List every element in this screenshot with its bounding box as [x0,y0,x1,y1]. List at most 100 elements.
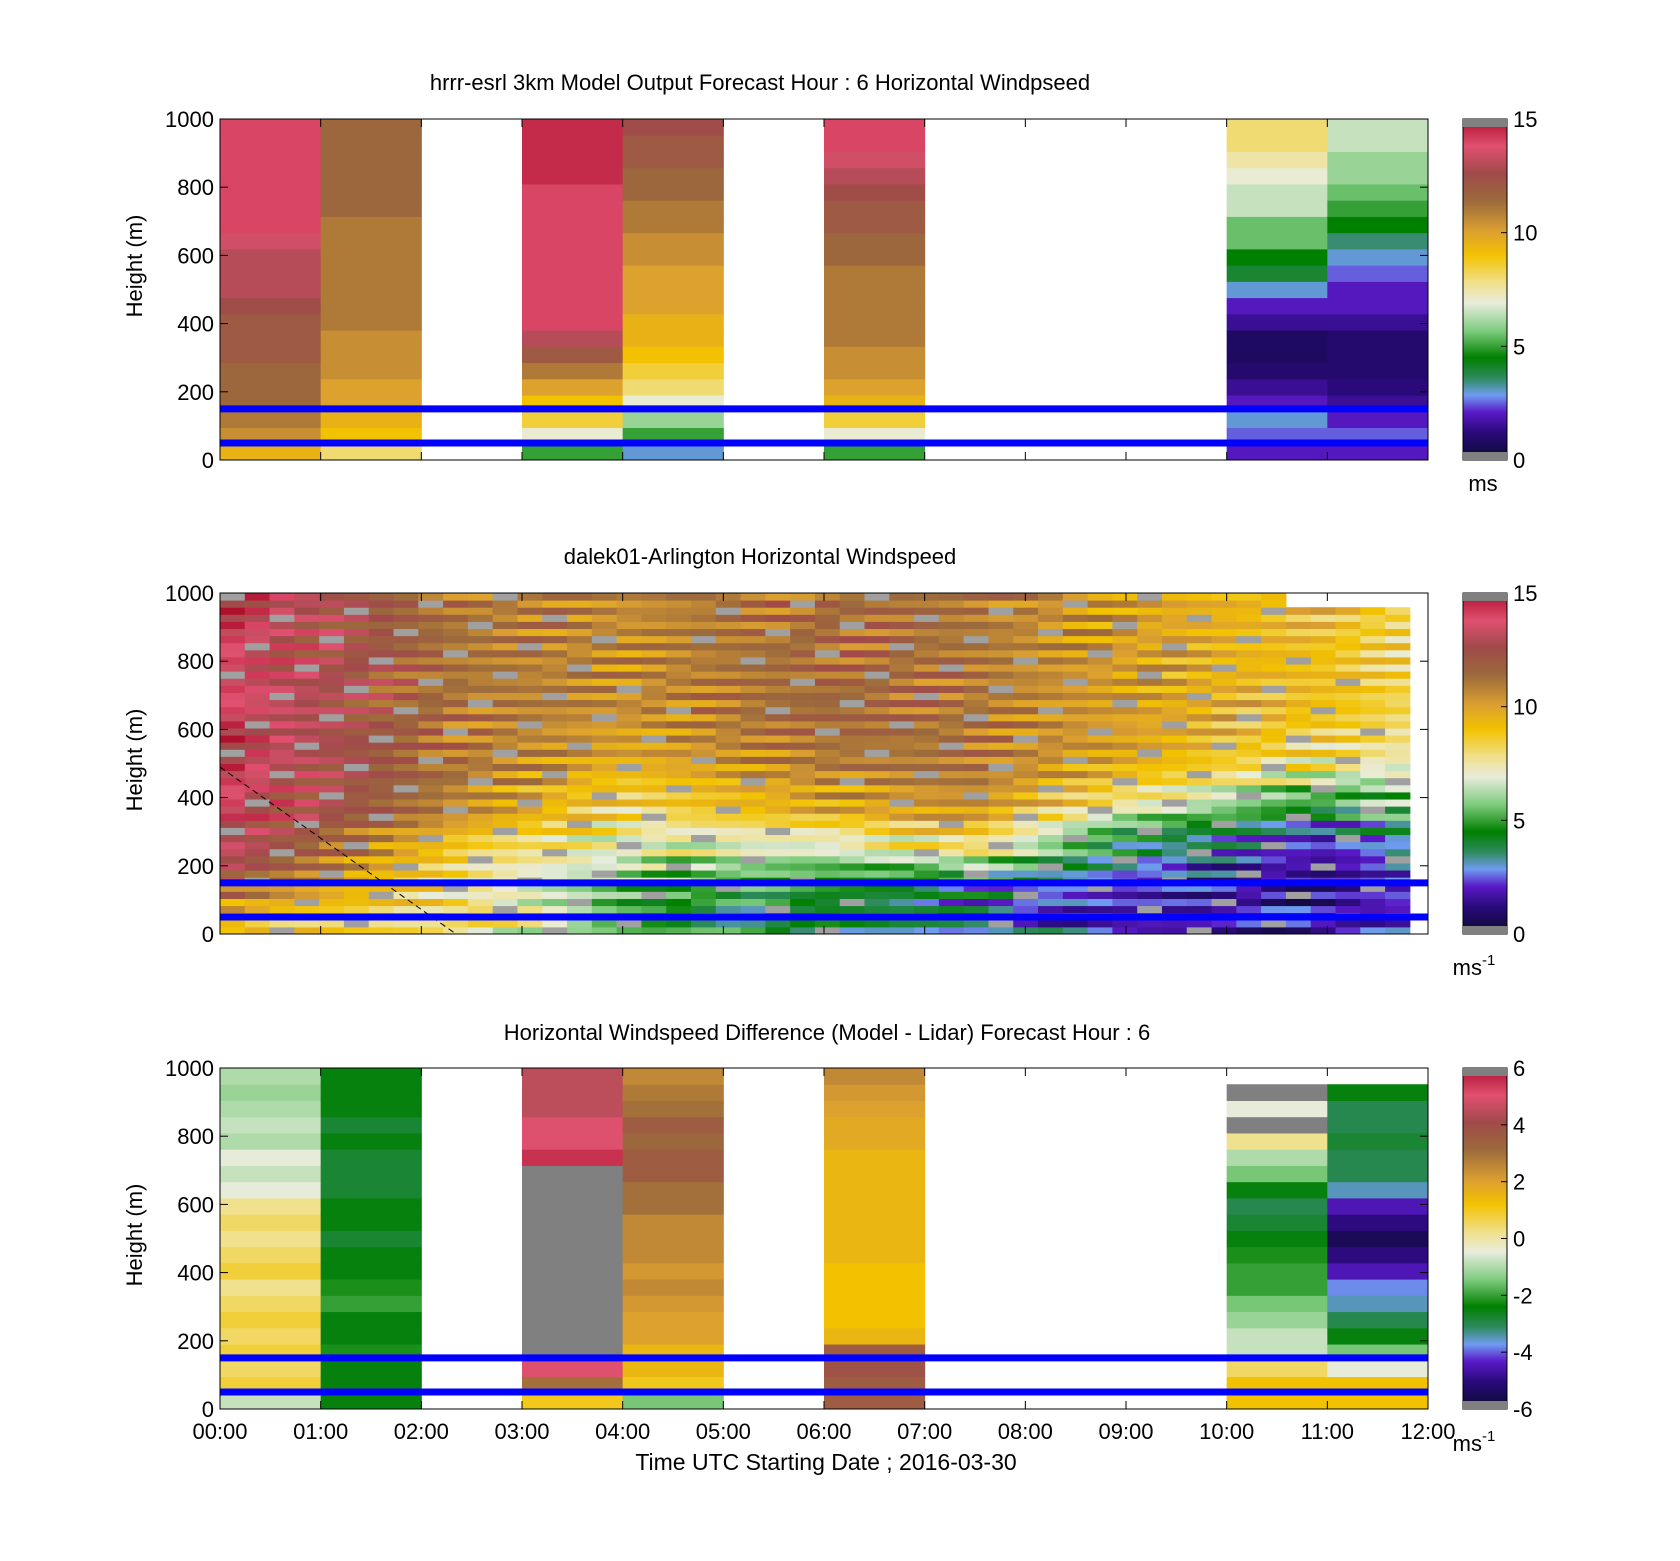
heatmap-cell [1226,1327,1328,1345]
heatmap-cell [443,664,469,672]
heatmap-cell [244,898,271,907]
heatmap-cell [616,656,642,665]
heatmap-cell [467,806,494,814]
heatmap-cell [1137,600,1163,608]
heatmap-cell [244,791,271,800]
heatmap-cell [1137,664,1163,672]
heatmap-cell [690,671,717,679]
heatmap-cell [492,749,518,757]
heatmap-cell [666,799,692,807]
heatmap-cell [1087,692,1113,701]
heatmap-cell [517,827,543,836]
heatmap-cell [963,926,989,935]
heatmap-cell [1360,848,1386,857]
heatmap-cell [343,806,370,814]
heatmap-cell [839,827,866,836]
heatmap-cell [1112,777,1138,786]
colorbar-tick-label: 0 [1513,448,1525,473]
heatmap-cell [914,784,940,793]
heatmap-cell [319,735,345,743]
heatmap-cell [1137,891,1163,899]
heatmap-cell [1335,656,1361,665]
heatmap-cell [1013,791,1039,800]
heatmap-cell [220,607,246,615]
heatmap-cell [343,799,370,807]
heatmap-cell [839,841,866,850]
colorbar-over-swatch [1463,593,1507,601]
heatmap-cell [467,926,494,935]
heatmap-cell [1335,628,1361,637]
heatmap-cell [343,862,370,871]
heatmap-cell [889,777,915,786]
heatmap-cell [320,1295,422,1313]
colorbar-tick-label: 0 [1513,1227,1525,1252]
heatmap-cell [790,642,816,651]
heatmap-cell [622,265,724,282]
heatmap-cell [864,834,890,843]
heatmap-cell [567,855,593,864]
heatmap-cell [666,813,692,821]
heatmap-cell [666,806,692,814]
heatmap-cell [393,706,419,715]
heatmap-cell [320,1084,422,1101]
heatmap-cell [715,834,742,843]
heatmap-cell [522,1116,624,1134]
heatmap-cell [1335,820,1361,828]
heatmap-cell [244,870,271,878]
heatmap-cell [567,763,593,772]
heatmap-cell [269,919,295,928]
heatmap-cell [864,735,890,743]
heatmap-cell [1236,870,1262,878]
heatmap-cell [824,346,926,364]
heatmap-cell [443,600,469,608]
heatmap-cell [1137,727,1163,736]
heatmap-cell [963,905,989,914]
heatmap-cell [622,1311,724,1329]
heatmap-cell [320,1246,422,1264]
heatmap-cell [567,628,593,637]
heatmap-cell [1385,713,1411,722]
heatmap-cell [542,593,568,601]
heatmap-cell [319,905,345,914]
heatmap-cell [1211,642,1237,651]
heatmap-cell [963,699,989,708]
heatmap-cell [1360,891,1386,899]
heatmap-cell [467,607,494,615]
heatmap-cell [244,926,271,935]
heatmap-cell [393,919,419,928]
heatmap-cell [988,919,1014,928]
heatmap-cell [1038,841,1064,850]
heatmap-cell [1327,1132,1429,1150]
heatmap-cell [220,1068,322,1085]
heatmap-cell [1137,848,1163,857]
heatmap-cell [988,607,1014,615]
heatmap-cell [1285,777,1312,786]
heatmap-cell [1137,699,1163,708]
heatmap-cell [765,706,791,715]
heatmap-cell [1112,742,1138,750]
heatmap-cell [1327,1246,1429,1264]
heatmap-cell [343,834,370,843]
heatmap-cell [988,621,1014,630]
heatmap-cell [591,706,618,715]
heatmap-cell [1335,614,1361,622]
heatmap-cell [522,1279,624,1296]
heatmap-cell [269,699,295,708]
heatmap-cell [790,791,816,800]
heatmap-cell [963,855,989,864]
heatmap-cell [220,720,246,729]
heatmap-cell [1310,735,1337,743]
heatmap-cell [343,614,370,622]
heatmap-cell [690,742,717,750]
heatmap-cell [824,232,926,250]
heatmap-cell [343,742,370,750]
heatmap-cell [220,784,246,793]
heatmap-cell [1360,678,1386,686]
heatmap-cell [715,870,742,878]
heatmap-cell [622,346,724,364]
heatmap-cell [864,706,890,715]
heatmap-cell [320,248,422,266]
difference-colorbar-unit: ms-1 [1453,1428,1496,1456]
heatmap-cell [244,607,271,615]
heatmap-cell [889,827,915,836]
